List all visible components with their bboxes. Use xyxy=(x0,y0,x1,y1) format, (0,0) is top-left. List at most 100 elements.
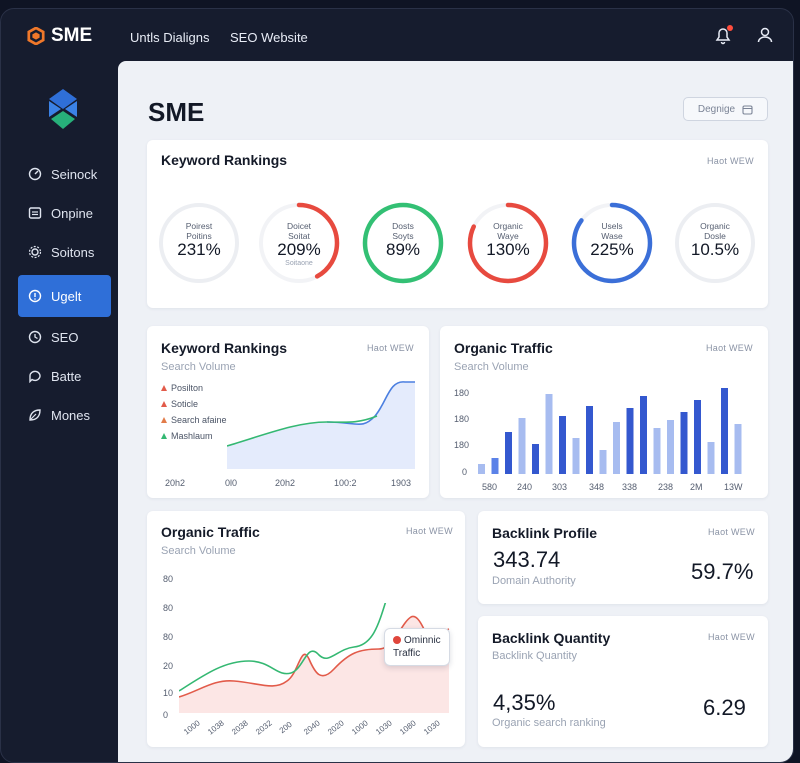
organic-traffic-bar-view-link[interactable]: Haot WEW xyxy=(706,343,753,353)
sidebar-item-soitons[interactable]: Soitons xyxy=(18,231,111,273)
x-axis-label: 13W xyxy=(724,482,743,492)
keyword-rankings-card: Keyword Rankings Haot WEW Poirest Poitin… xyxy=(147,140,768,308)
x-axis-label: 2032 xyxy=(254,718,274,737)
brand[interactable]: SME xyxy=(27,25,92,47)
sidebar-item-batte[interactable]: Batte xyxy=(18,355,111,397)
chat-icon xyxy=(29,370,41,383)
backlink-profile-title: Backlink Profile xyxy=(492,525,598,541)
sidebar-item-label: Soitons xyxy=(51,244,95,260)
sidebar-item-seinock[interactable]: Seinock xyxy=(18,153,111,195)
legend-label: Search afaine xyxy=(171,415,227,425)
keyword-chart-subtitle: Search Volume xyxy=(161,361,236,373)
backlink-quantity-card: Backlink Quantity Haot WEW Backlink Quan… xyxy=(478,616,768,747)
x-axis-label: 1000 xyxy=(350,718,370,737)
gauge-label: Organic Dosle xyxy=(700,221,730,241)
y-axis-label: 0 xyxy=(163,710,169,720)
traffic-bar xyxy=(572,438,580,474)
gauge-value: 231% xyxy=(177,240,221,259)
sidebar-item-onpine[interactable]: Onpine xyxy=(18,192,111,234)
x-axis-label: 0l0 xyxy=(225,478,238,488)
document-icon xyxy=(28,207,42,219)
domain-authority-value: 343.74 xyxy=(493,547,561,572)
y-axis-label: 180 xyxy=(454,414,470,424)
x-axis-label: 338 xyxy=(622,482,638,492)
x-axis-label: 580 xyxy=(482,482,498,492)
y-axis-label: 20 xyxy=(163,661,174,671)
legend-label: Mashlaum xyxy=(171,431,213,441)
sidebar-item-label: SEO xyxy=(51,329,79,345)
nav-link-untls-dialigns[interactable]: Untls Dialigns xyxy=(130,30,210,45)
x-axis-label: 2040 xyxy=(302,718,322,737)
traffic-bar xyxy=(707,442,715,474)
brand-logo-icon xyxy=(27,27,45,45)
traffic-bar xyxy=(613,422,620,474)
gear-icon xyxy=(28,245,42,259)
legend-item-posilton: Posilton xyxy=(161,383,203,393)
x-axis-label: 240 xyxy=(517,482,533,492)
traffic-bar xyxy=(518,418,526,474)
x-axis-label: 1903 xyxy=(391,478,412,488)
gauge-value: 89% xyxy=(385,240,421,259)
keyword-rankings-title: Keyword Rankings xyxy=(161,152,288,168)
organic-traffic-line-title: Organic Traffic xyxy=(161,524,260,540)
organic-traffic-bar-subtitle: Search Volume xyxy=(454,361,529,373)
keyword-area-fill xyxy=(227,381,415,469)
sidebar-item-label: Ugelt xyxy=(51,288,82,304)
gauge-label: Organic Waye xyxy=(493,221,523,241)
gauge-1: Doicet Soitat 209% Soitaone xyxy=(257,201,341,285)
traffic-bar xyxy=(680,412,688,474)
legend-item-search-afaine: Search afaine xyxy=(161,415,227,425)
x-axis-label: 1000 xyxy=(182,718,202,737)
legend-marker-icon xyxy=(161,401,167,407)
organic-traffic-bar-title: Organic Traffic xyxy=(454,340,553,356)
keyword-rankings-chart-card: Keyword Rankings Haot WEW Search Volume … xyxy=(147,326,429,498)
traffic-bar xyxy=(559,416,566,474)
notification-icon[interactable] xyxy=(713,25,733,45)
date-range-button[interactable]: Degnige xyxy=(683,97,768,121)
y-axis-label: 180 xyxy=(454,440,470,450)
traffic-bar xyxy=(734,424,742,474)
legend-marker-icon xyxy=(161,385,167,391)
backlink-quantity-view-link[interactable]: Haot WEW xyxy=(708,632,755,642)
x-axis-label: 2M xyxy=(690,482,703,492)
nav-link-seo-website[interactable]: SEO Website xyxy=(230,30,308,45)
sidebar: Seinock Onpine Soitons Ugelt SEO Batte M… xyxy=(1,61,118,762)
brand-name: SME xyxy=(51,25,93,46)
traffic-bar xyxy=(626,408,634,474)
traffic-bar xyxy=(491,458,499,474)
x-axis-label: 100:2 xyxy=(334,478,357,488)
x-axis-label: 20h2 xyxy=(165,478,186,488)
main-content: SME Degnige Keyword Rankings Haot WEW Po… xyxy=(118,61,793,762)
y-axis-label: 80 xyxy=(163,632,174,642)
x-axis-label: 348 xyxy=(589,482,605,492)
calendar-icon xyxy=(742,104,753,115)
traffic-bar xyxy=(505,432,512,474)
keyword-chart-view-link[interactable]: Haot WEW xyxy=(367,343,414,353)
page-title: SME xyxy=(148,97,205,127)
user-icon[interactable] xyxy=(755,25,775,45)
sidebar-item-mones[interactable]: Mones xyxy=(18,394,111,436)
x-axis-label: 1030 xyxy=(422,718,442,737)
organic-traffic-line-view-link[interactable]: Haot WEW xyxy=(406,526,453,536)
x-axis-label: 2020 xyxy=(326,718,346,737)
sidebar-item-label: Batte xyxy=(51,368,82,384)
sidebar-logo-icon xyxy=(49,89,77,129)
backlink-quantity-subtitle: Backlink Quantity xyxy=(492,650,577,662)
sidebar-item-ugelt[interactable]: Ugelt xyxy=(18,275,111,317)
tooltip-dot-icon xyxy=(393,636,401,644)
legend-marker-icon xyxy=(161,433,167,439)
legend-label: Posilton xyxy=(171,383,204,393)
date-range-button-label: Degnige xyxy=(697,103,736,115)
backlink-profile-card: Backlink Profile Haot WEW 343.74 Domain … xyxy=(478,511,768,604)
gauge-value: 225% xyxy=(590,240,634,259)
sidebar-item-seo[interactable]: SEO xyxy=(18,316,111,358)
backlink-profile-view-link[interactable]: Haot WEW xyxy=(708,527,755,537)
keyword-rankings-view-link[interactable]: Haot WEW xyxy=(707,156,754,166)
leaf-icon xyxy=(29,409,41,421)
top-icons xyxy=(713,25,775,45)
gauge-icon xyxy=(28,167,42,181)
y-axis-label: 80 xyxy=(163,574,174,584)
gauge-foot: Soitaone xyxy=(285,260,313,267)
traffic-bar xyxy=(721,388,728,474)
keyword-line-green xyxy=(227,415,378,447)
